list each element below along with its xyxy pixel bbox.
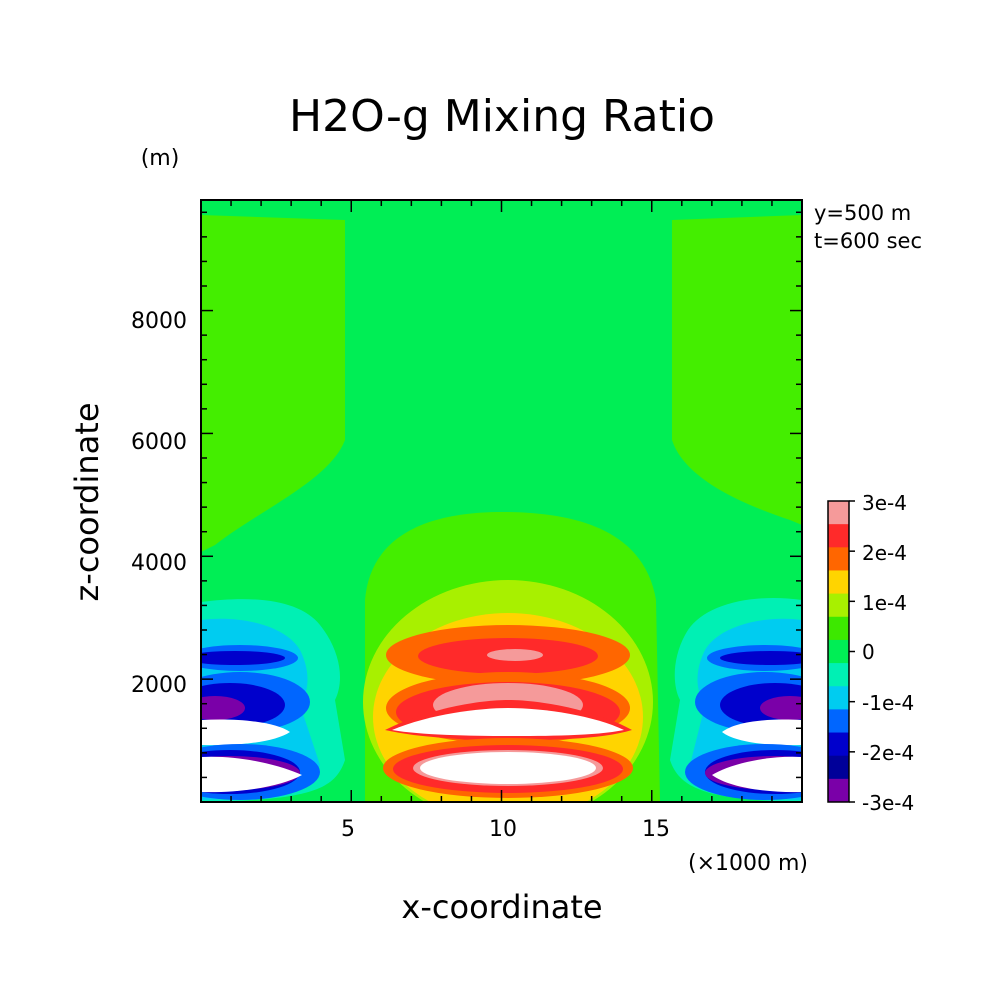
- colorbar-swatch: [828, 547, 849, 571]
- colorbar: [827, 500, 855, 803]
- contour-min-low-right: [712, 756, 802, 793]
- y-unit-label: (m): [141, 146, 180, 171]
- colorbar-label: -2e-4: [862, 741, 914, 765]
- colorbar-swatch: [828, 616, 849, 641]
- y-tick-label: 8000: [131, 309, 187, 334]
- contour-min-mid-left: [201, 719, 290, 746]
- colorbar-labels: 3e-4 2e-4 1e-4 0 -1e-4 -2e-4 -3e-4: [862, 491, 914, 815]
- colorbar-swatch: [828, 663, 849, 687]
- colorbar-swatch: [828, 524, 849, 548]
- colorbar-swatch: [828, 639, 849, 664]
- colorbar-swatch: [828, 732, 849, 757]
- colorbar-label: 0: [862, 640, 875, 664]
- colorbar-swatch: [828, 593, 849, 618]
- colorbar-swatch: [828, 570, 849, 595]
- contour-field: [201, 200, 802, 802]
- colorbar-label: -1e-4: [862, 691, 914, 715]
- contour-max-mid: [392, 708, 624, 736]
- colorbar-label: 3e-4: [862, 491, 907, 515]
- contour-neg4-upper-right: [720, 651, 802, 665]
- contour-zero-right: [672, 215, 802, 525]
- chart-title: H2O-g Mixing Ratio: [289, 91, 715, 142]
- contour-min-mid-right: [722, 719, 802, 746]
- contour-max-low: [420, 752, 596, 784]
- colorbar-swatch: [828, 686, 849, 710]
- annotation-y: y=500 m: [814, 201, 911, 225]
- x-unit-label: (×1000 m): [688, 851, 808, 876]
- colorbar-label: -3e-4: [862, 791, 914, 815]
- x-tick-label: 10: [489, 817, 517, 842]
- colorbar-label: 1e-4: [862, 591, 907, 615]
- contour-pos5-upper: [487, 649, 543, 661]
- contour-min-low-left: [201, 756, 302, 793]
- x-axis-label: x-coordinate: [401, 888, 602, 926]
- contour-neg5-mid-left: [201, 696, 245, 720]
- y-tick-label: 6000: [131, 430, 187, 455]
- annotation-t: t=600 sec: [814, 229, 922, 253]
- contour-neg4-upper-left: [201, 651, 285, 665]
- contour-neg5-mid-right: [760, 696, 802, 720]
- colorbar-label: 2e-4: [862, 541, 907, 565]
- y-axis-label: z-coordinate: [68, 402, 106, 601]
- colorbar-swatch: [828, 778, 849, 803]
- colorbar-swatch: [828, 709, 849, 734]
- y-tick-label: 4000: [131, 551, 187, 576]
- contour-zero-left: [201, 215, 345, 552]
- x-tick-label: 15: [642, 817, 670, 842]
- x-tick-label: 5: [341, 817, 355, 842]
- colorbar-swatch: [828, 501, 849, 525]
- colorbar-swatch: [828, 755, 849, 780]
- y-tick-label: 2000: [131, 673, 187, 698]
- axis-ticks: [201, 200, 802, 802]
